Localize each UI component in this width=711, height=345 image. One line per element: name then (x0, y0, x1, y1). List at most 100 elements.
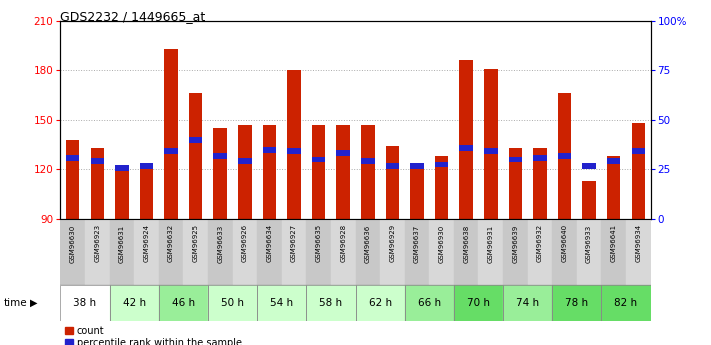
Bar (508, 148, 522, 219)
Bar (312, 125, 326, 219)
Bar (287, 148, 301, 154)
Bar (208, 219, 232, 285)
Legend: count, percentile rank within the sample: count, percentile rank within the sample (65, 326, 242, 345)
Bar (361, 158, 375, 164)
Bar (115, 165, 129, 171)
Bar (356, 219, 380, 285)
Text: GSM96929: GSM96929 (390, 224, 395, 263)
Bar (306, 219, 331, 285)
Bar (356, 285, 405, 321)
Bar (405, 285, 454, 321)
Bar (208, 285, 257, 321)
Bar (557, 154, 571, 159)
Bar (312, 157, 326, 162)
Bar (189, 137, 203, 142)
Bar (602, 285, 651, 321)
Bar (484, 148, 498, 154)
Bar (257, 285, 306, 321)
Bar (552, 219, 577, 285)
Bar (183, 219, 208, 285)
Text: 58 h: 58 h (319, 298, 343, 308)
Bar (631, 123, 645, 219)
Bar (85, 219, 109, 285)
Bar (607, 158, 621, 164)
Text: GSM96640: GSM96640 (562, 224, 567, 263)
Bar (164, 148, 178, 154)
Bar (213, 128, 227, 219)
Bar (533, 155, 547, 161)
Bar (582, 181, 596, 219)
Text: 74 h: 74 h (516, 298, 539, 308)
Text: GSM96630: GSM96630 (70, 224, 76, 263)
Text: GSM96931: GSM96931 (488, 224, 493, 263)
Bar (361, 125, 375, 219)
Bar (552, 285, 602, 321)
Text: ▶: ▶ (30, 298, 38, 308)
Bar (238, 158, 252, 164)
Bar (385, 163, 399, 169)
Bar (287, 70, 301, 219)
Bar (503, 219, 528, 285)
Text: GSM96637: GSM96637 (414, 224, 420, 263)
Text: GSM96930: GSM96930 (439, 224, 444, 263)
Bar (331, 219, 356, 285)
Bar (582, 163, 596, 169)
Text: 38 h: 38 h (73, 298, 97, 308)
Bar (109, 285, 159, 321)
Text: GSM96631: GSM96631 (119, 224, 125, 263)
Text: 50 h: 50 h (221, 298, 244, 308)
Bar (262, 125, 276, 219)
Text: GSM96928: GSM96928 (340, 224, 346, 263)
Bar (159, 285, 208, 321)
Bar (405, 219, 429, 285)
Bar (282, 219, 306, 285)
Bar (577, 219, 602, 285)
Text: GSM96932: GSM96932 (537, 224, 543, 263)
Text: GSM96638: GSM96638 (463, 224, 469, 263)
Bar (66, 155, 80, 161)
Text: GSM96641: GSM96641 (611, 224, 616, 263)
Bar (508, 157, 522, 162)
Bar (626, 219, 651, 285)
Bar (533, 148, 547, 219)
Bar (552, 285, 602, 321)
Text: 42 h: 42 h (122, 298, 146, 308)
Bar (140, 163, 154, 169)
Bar (602, 219, 626, 285)
Text: GSM96632: GSM96632 (168, 224, 174, 263)
Text: GDS2232 / 1449665_at: GDS2232 / 1449665_at (60, 10, 205, 23)
Bar (410, 169, 424, 219)
Bar (257, 285, 306, 321)
Bar (262, 147, 276, 152)
Bar (454, 285, 503, 321)
Bar (238, 125, 252, 219)
Text: GSM96633: GSM96633 (218, 224, 223, 263)
Bar (306, 285, 356, 321)
Bar (557, 93, 571, 219)
Bar (459, 145, 473, 151)
Text: GSM96635: GSM96635 (316, 224, 321, 263)
Bar (115, 165, 129, 219)
Bar (164, 49, 178, 219)
Text: 46 h: 46 h (172, 298, 195, 308)
Text: GSM96933: GSM96933 (586, 224, 592, 263)
Bar (306, 285, 356, 321)
Bar (380, 219, 405, 285)
Bar (454, 285, 503, 321)
Bar (405, 285, 454, 321)
Bar (356, 285, 405, 321)
Text: GSM96927: GSM96927 (291, 224, 297, 263)
Bar (208, 285, 257, 321)
Bar (435, 156, 449, 219)
Bar (528, 219, 552, 285)
Bar (109, 285, 159, 321)
Bar (90, 158, 104, 164)
Bar (232, 219, 257, 285)
Bar (607, 156, 621, 219)
Bar (484, 69, 498, 219)
Text: 78 h: 78 h (565, 298, 589, 308)
Bar (503, 285, 552, 321)
Bar (60, 285, 109, 321)
Bar (479, 219, 503, 285)
Text: GSM96934: GSM96934 (635, 224, 641, 263)
